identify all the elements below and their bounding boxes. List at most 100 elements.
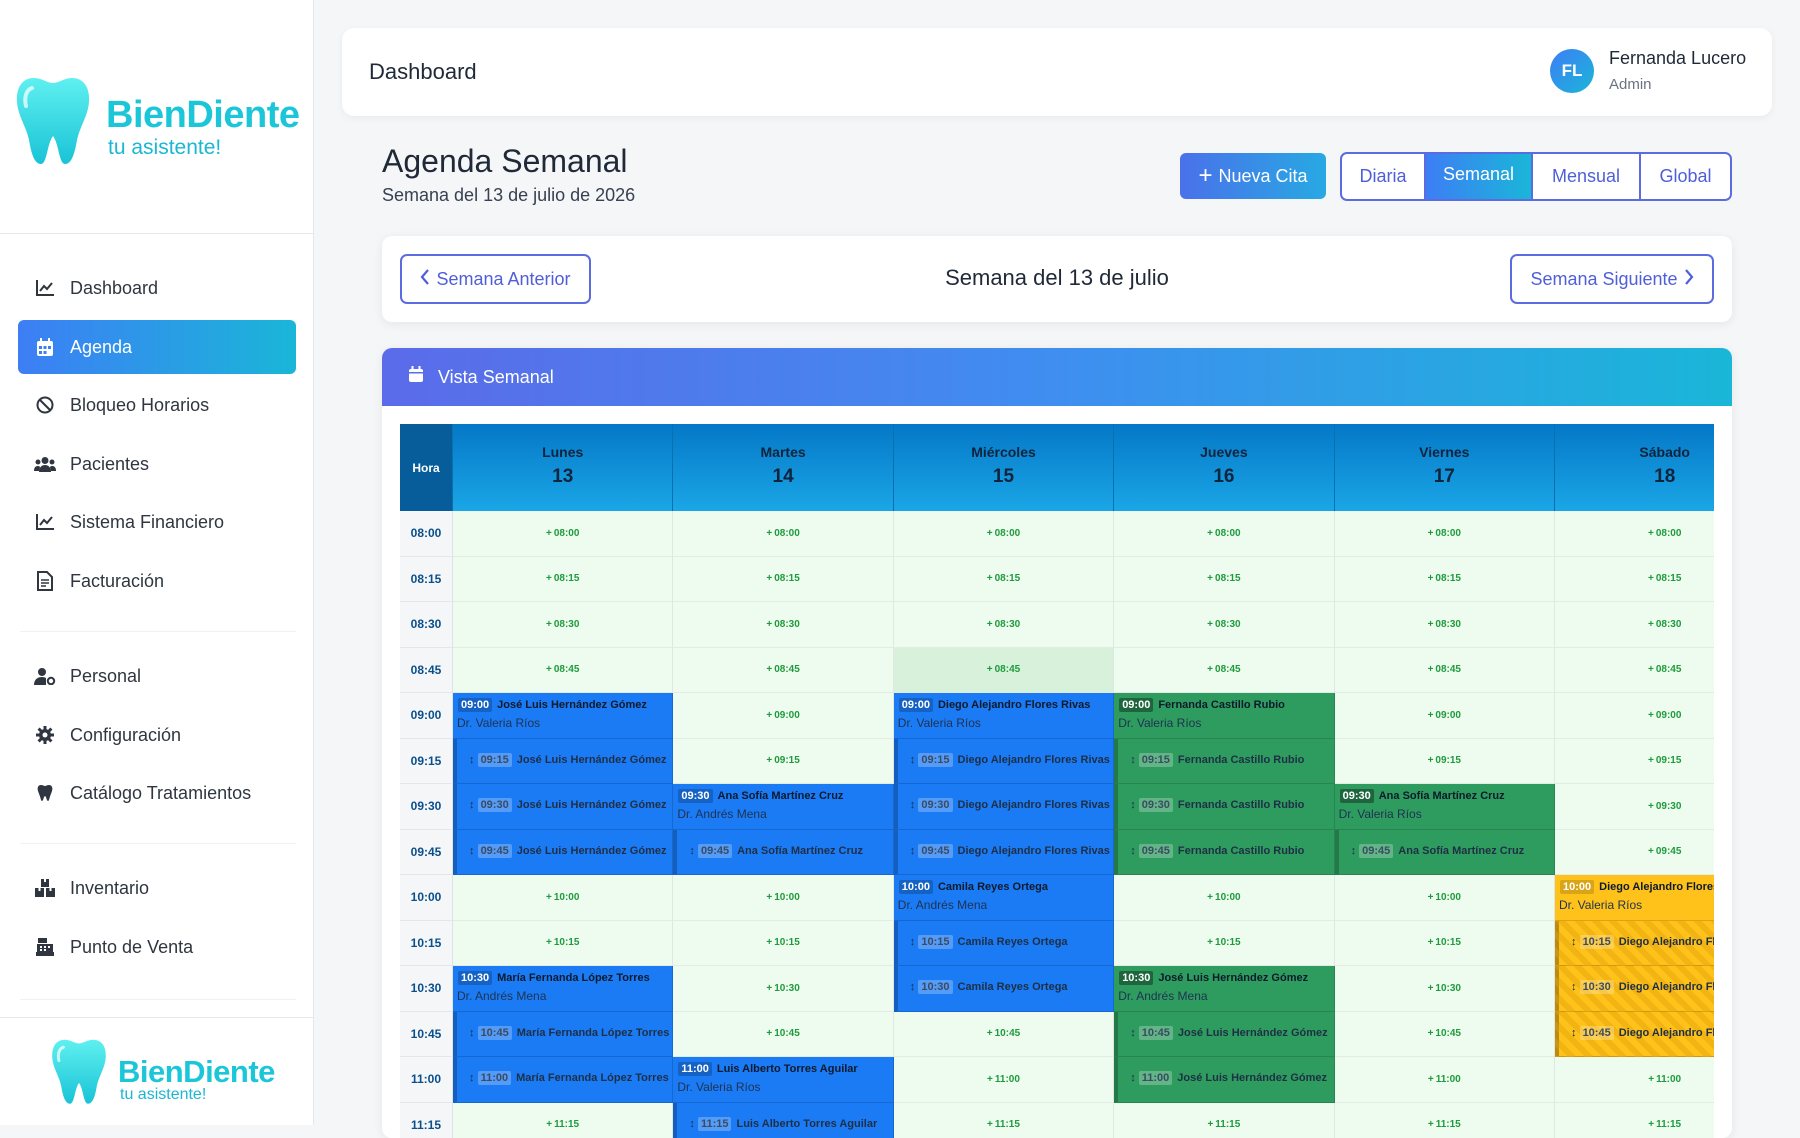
free-slot[interactable]: +10:45: [1335, 1012, 1555, 1058]
free-slot[interactable]: +08:15: [1555, 557, 1714, 603]
free-slot[interactable]: +10:00: [673, 875, 893, 921]
free-slot[interactable]: +08:15: [453, 557, 673, 603]
free-slot[interactable]: +08:00: [894, 511, 1114, 557]
free-slot[interactable]: +09:45: [1555, 830, 1714, 876]
free-slot[interactable]: +08:45: [1114, 648, 1334, 694]
free-slot[interactable]: +11:15: [1114, 1103, 1334, 1138]
view-daily-button[interactable]: Diaria: [1342, 154, 1426, 199]
free-slot[interactable]: +08:00: [1335, 511, 1555, 557]
free-slot[interactable]: +10:30: [673, 966, 893, 1012]
free-slot[interactable]: +09:15: [673, 739, 893, 785]
free-slot[interactable]: +11:15: [1555, 1103, 1714, 1138]
free-slot[interactable]: +11:00: [1555, 1057, 1714, 1103]
free-slot[interactable]: +10:00: [453, 875, 673, 921]
free-slot[interactable]: +08:45: [673, 648, 893, 694]
free-slot[interactable]: +08:30: [673, 602, 893, 648]
free-slot[interactable]: +10:00: [1335, 875, 1555, 921]
sidebar-item-inventario[interactable]: Inventario: [18, 861, 296, 915]
free-slot[interactable]: +11:00: [894, 1057, 1114, 1103]
free-slot[interactable]: +11:15: [894, 1103, 1114, 1138]
sidebar-item-punto-de-venta[interactable]: Punto de Venta: [18, 920, 296, 974]
free-slot[interactable]: +09:30: [1555, 784, 1714, 830]
free-slot[interactable]: +08:30: [453, 602, 673, 648]
avatar[interactable]: FL: [1550, 49, 1594, 93]
free-slot[interactable]: +10:15: [1114, 921, 1334, 967]
free-slot[interactable]: +08:15: [1335, 557, 1555, 603]
free-slot[interactable]: +09:00: [1555, 693, 1714, 739]
free-slot[interactable]: +11:15: [453, 1103, 673, 1138]
free-slot[interactable]: +10:15: [673, 921, 893, 967]
free-slot[interactable]: +08:30: [1114, 602, 1334, 648]
sidebar-item-bloqueo-horarios[interactable]: Bloqueo Horarios: [18, 378, 296, 432]
free-slot[interactable]: +08:30: [1555, 602, 1714, 648]
free-slot[interactable]: +10:15: [1335, 921, 1555, 967]
free-slot[interactable]: +11:00: [1335, 1057, 1555, 1103]
next-week-button[interactable]: Semana Siguiente: [1510, 254, 1714, 304]
sidebar-item-agenda[interactable]: Agenda: [18, 320, 296, 374]
free-slot[interactable]: +10:45: [673, 1012, 893, 1058]
free-slot[interactable]: +08:45: [453, 648, 673, 694]
sidebar-item-dashboard[interactable]: Dashboard: [18, 261, 296, 315]
free-slot[interactable]: +09:00: [1335, 693, 1555, 739]
free-slot[interactable]: +10:30: [1335, 966, 1555, 1012]
free-slot[interactable]: +08:45: [1555, 648, 1714, 694]
free-slot[interactable]: +08:30: [894, 602, 1114, 648]
sidebar-item-sistema-financiero[interactable]: Sistema Financiero: [18, 495, 296, 549]
free-slot[interactable]: +08:15: [1114, 557, 1334, 603]
view-weekly-button[interactable]: Semanal: [1426, 154, 1533, 199]
free-slot[interactable]: +10:45: [894, 1012, 1114, 1058]
sidebar-item-pacientes[interactable]: Pacientes: [18, 437, 296, 491]
user-name[interactable]: Fernanda Lucero: [1609, 48, 1746, 69]
free-slot[interactable]: +08:45: [894, 648, 1114, 694]
free-slot[interactable]: +08:00: [1114, 511, 1334, 557]
free-slot[interactable]: +08:15: [673, 557, 893, 603]
free-slot[interactable]: +10:15: [453, 921, 673, 967]
free-slot[interactable]: +09:15: [1335, 739, 1555, 785]
sidebar-item-configuracion[interactable]: Configuración: [18, 708, 296, 762]
free-slot[interactable]: +10:00: [1114, 875, 1334, 921]
view-monthly-button[interactable]: Mensual: [1533, 154, 1641, 199]
free-slot[interactable]: +08:00: [673, 511, 893, 557]
free-slot[interactable]: +08:30: [1335, 602, 1555, 648]
free-slot[interactable]: +08:15: [894, 557, 1114, 603]
free-slot[interactable]: +09:00: [673, 693, 893, 739]
free-slot[interactable]: +08:00: [1555, 511, 1714, 557]
new-appointment-button[interactable]: + Nueva Cita: [1180, 153, 1326, 199]
free-slot[interactable]: +08:45: [1335, 648, 1555, 694]
sidebar-item-facturacion[interactable]: Facturación: [18, 554, 296, 608]
sidebar-item-catalogo-tratamientos[interactable]: Catálogo Tratamientos: [18, 766, 296, 820]
sidebar-item-personal[interactable]: Personal: [18, 649, 296, 703]
view-global-button[interactable]: Global: [1641, 154, 1730, 199]
